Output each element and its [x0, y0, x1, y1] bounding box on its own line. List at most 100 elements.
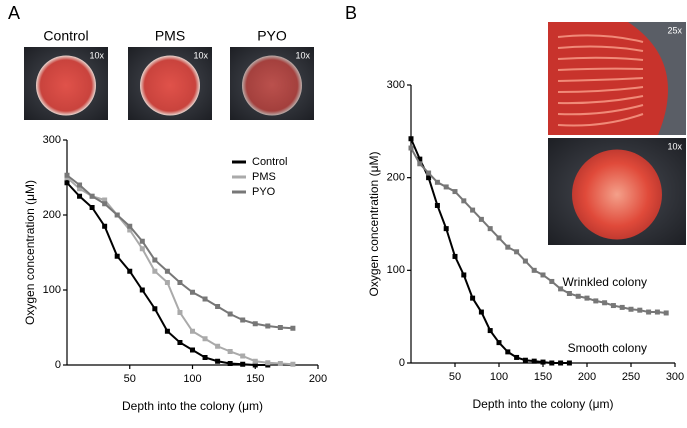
x-tick-label: 100 [490, 371, 508, 383]
data-point [139, 238, 145, 244]
legend-label: PMS [252, 171, 276, 183]
photo-label: Control [43, 28, 88, 44]
data-point [64, 180, 70, 186]
data-point [77, 182, 83, 188]
wrinkle [557, 86, 644, 93]
photo-label: PYO [257, 28, 287, 44]
data-point [252, 358, 258, 364]
data-point [290, 361, 296, 367]
data-point [558, 360, 564, 366]
panel-label: B [345, 3, 357, 23]
data-point [202, 296, 208, 302]
data-point [593, 298, 599, 304]
data-point [417, 156, 423, 162]
colony [242, 55, 302, 116]
magnification: 25x [667, 25, 682, 35]
data-point [496, 340, 502, 346]
data-point [646, 309, 652, 315]
magnification: 10x [193, 50, 208, 60]
data-point [277, 325, 283, 330]
data-point [265, 323, 271, 329]
wrinkle [557, 77, 644, 82]
data-point [190, 289, 195, 295]
data-point [127, 268, 133, 274]
data-point [628, 306, 634, 312]
data-point [152, 306, 158, 312]
data-point [461, 272, 467, 278]
x-tick-label: 100 [183, 373, 201, 385]
magnification: 10x [667, 141, 682, 151]
x-tick-label: 200 [578, 371, 596, 383]
data-point [152, 257, 158, 263]
series-label: Smooth colony [568, 341, 647, 355]
y-tick-label: 0 [55, 359, 61, 371]
data-point [215, 304, 221, 309]
data-point [654, 309, 660, 315]
data-point [540, 359, 546, 365]
data-point [127, 227, 133, 233]
data-point [522, 357, 528, 363]
data-point [531, 267, 537, 273]
data-point [139, 246, 145, 252]
x-tick-label: 150 [246, 373, 264, 385]
data-point [426, 170, 432, 176]
data-point [227, 349, 233, 354]
wrinkle [557, 104, 644, 116]
data-point [584, 295, 590, 301]
data-point [505, 244, 511, 250]
data-point [478, 309, 484, 315]
data-point [240, 361, 246, 367]
data-point [89, 193, 95, 199]
data-point [252, 362, 258, 368]
data-point [240, 317, 246, 323]
wrinkle [557, 113, 644, 127]
data-point [417, 161, 423, 167]
data-point [443, 226, 449, 232]
data-point [575, 293, 581, 299]
data-point [227, 361, 233, 366]
data-point [215, 343, 221, 349]
data-point [602, 300, 608, 306]
x-tick-label: 200 [309, 373, 327, 385]
y-tick-label: 200 [43, 209, 61, 221]
data-point [461, 198, 467, 204]
series-line [66, 182, 268, 366]
data-point [240, 353, 246, 359]
x-tick-label: 150 [534, 371, 552, 383]
wrinkle [557, 56, 644, 61]
y-tick-label: 300 [43, 134, 61, 146]
data-point [77, 186, 83, 192]
x-axis-label: Depth into the colony (μm) [473, 397, 614, 411]
data-point [102, 197, 108, 203]
data-point [215, 358, 221, 364]
data-point [89, 205, 95, 210]
x-axis-label: Depth into the colony (μm) [122, 399, 263, 413]
data-point [114, 212, 120, 218]
data-point [566, 291, 572, 296]
wrinkle [557, 67, 644, 71]
data-point [164, 280, 170, 285]
magnification: 10x [295, 50, 310, 60]
colony [572, 149, 662, 240]
data-point [478, 216, 484, 222]
data-point [452, 189, 458, 195]
data-point [566, 360, 572, 366]
photo-label: PMS [155, 28, 185, 44]
data-point [610, 303, 616, 309]
colony-edge [628, 22, 686, 135]
series-line [66, 176, 293, 366]
y-tick-label: 100 [387, 264, 405, 276]
data-point [443, 184, 449, 190]
data-point [202, 355, 208, 360]
data-point [496, 235, 502, 241]
wrinkle [557, 95, 644, 105]
data-point [663, 310, 669, 316]
data-point [549, 360, 555, 366]
data-point [514, 354, 520, 360]
data-point [202, 336, 208, 342]
data-point [64, 172, 70, 178]
data-point [434, 179, 440, 185]
data-point [619, 304, 625, 310]
magnification: 10x [89, 50, 104, 60]
